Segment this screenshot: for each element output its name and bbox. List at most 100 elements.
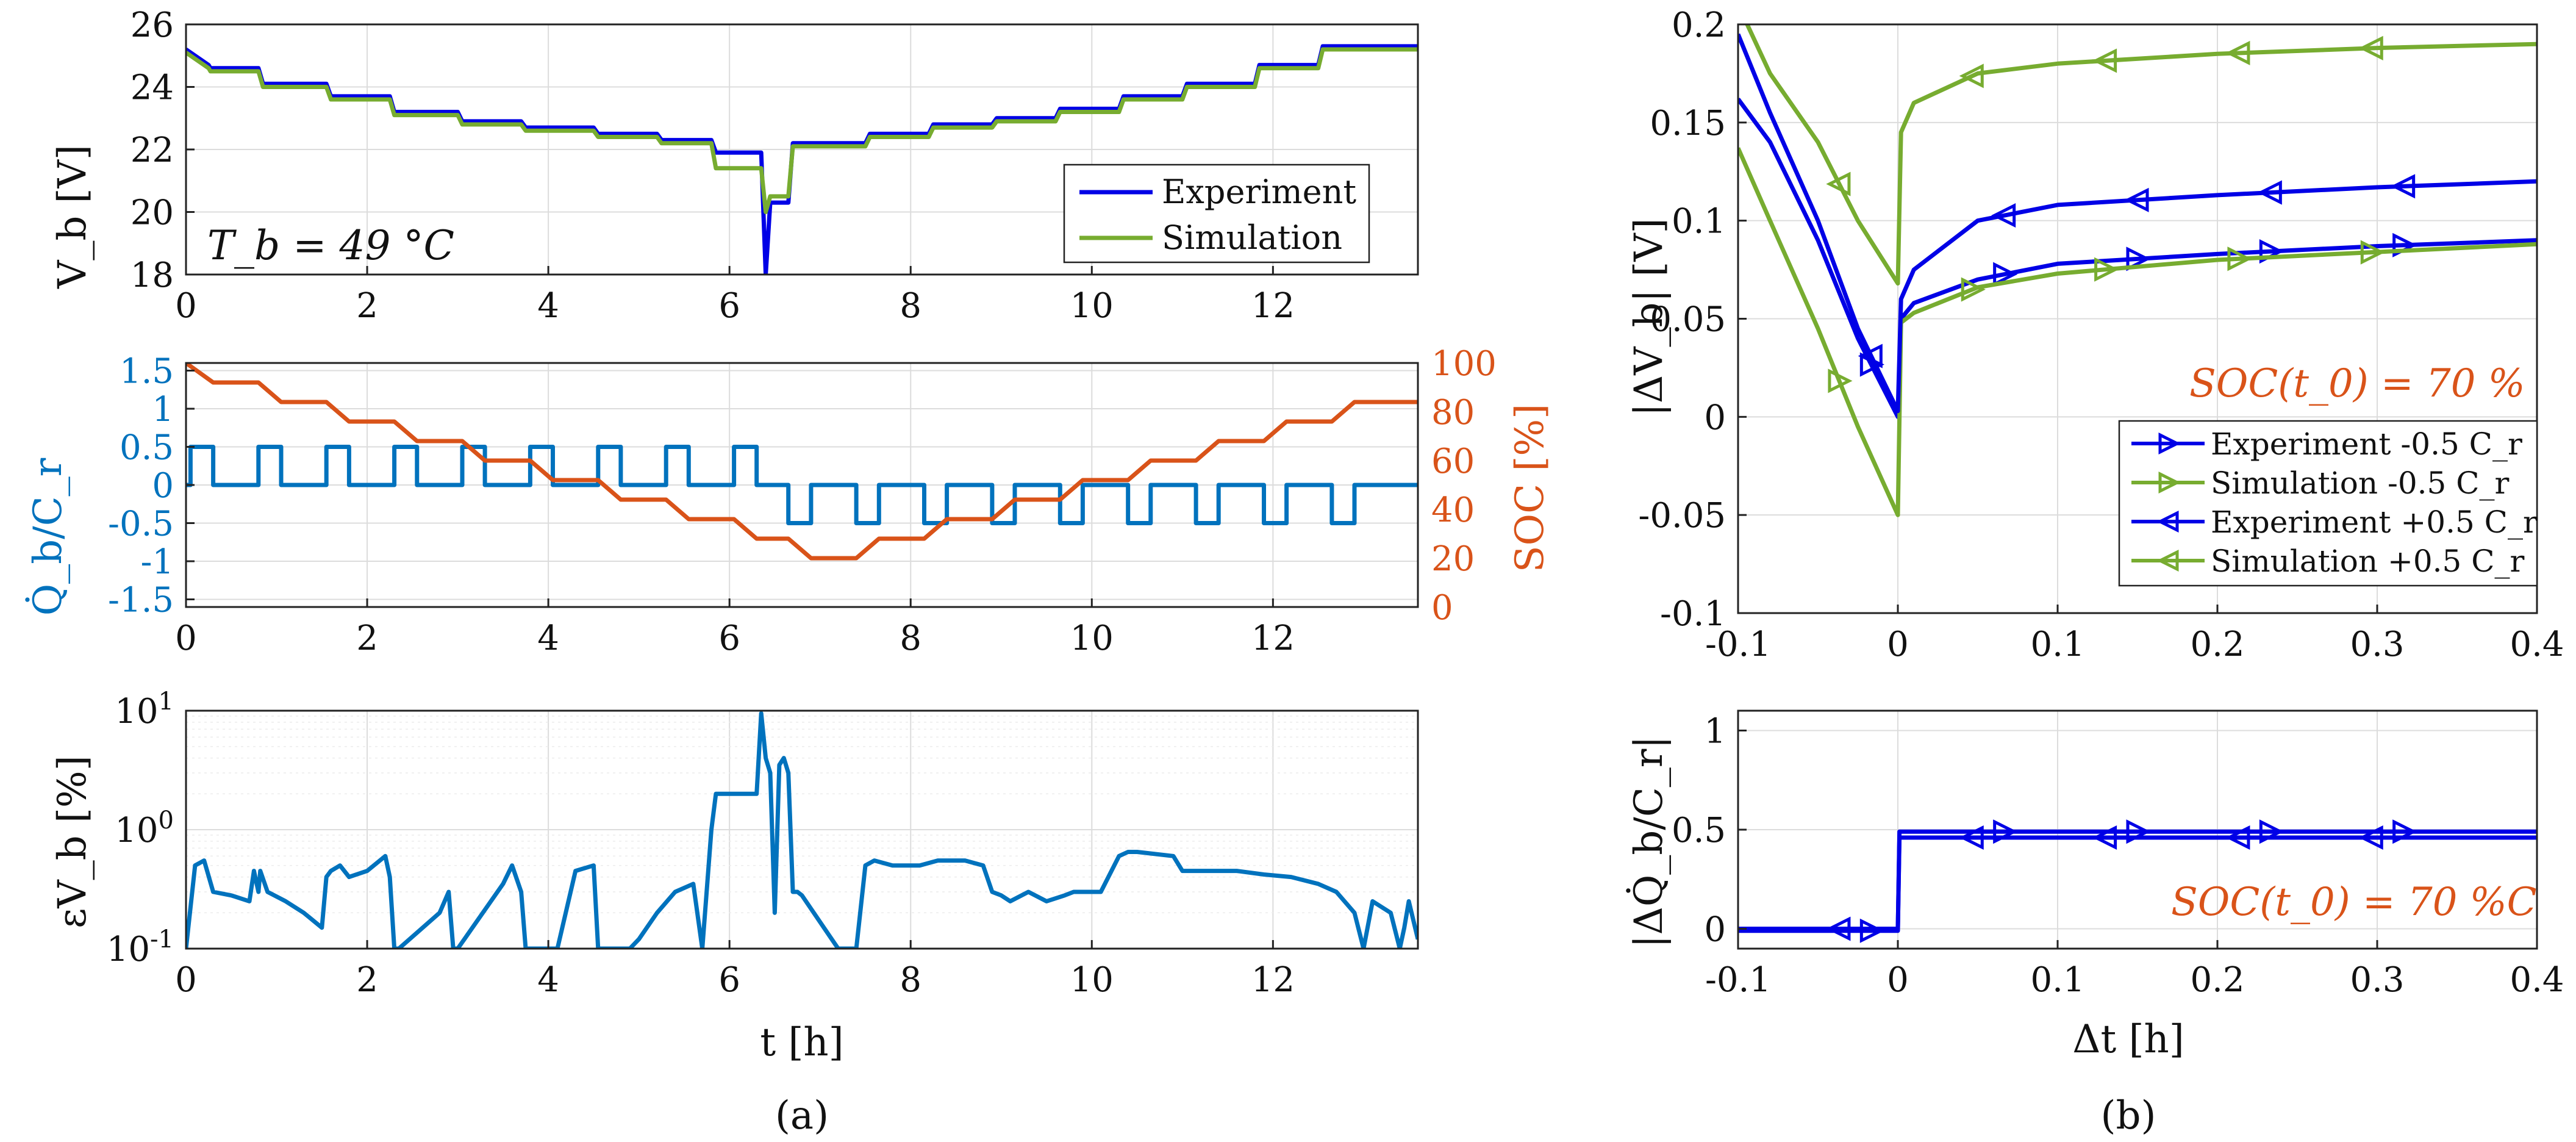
- a3-xtick-label: 6: [718, 960, 740, 1000]
- b2-xlabel: Δt [h]: [2072, 1017, 2184, 1062]
- b2-marker: [2225, 825, 2250, 850]
- b2-annotation: SOC(t_0) = 70 %C: [2171, 880, 2537, 925]
- a2-ytick-label: -0.5: [108, 505, 174, 544]
- b1-series-experiment-0-5-c-r: [1738, 98, 2537, 419]
- b1-marker: [1858, 343, 1883, 368]
- b1-marker: [2126, 246, 2151, 271]
- a1-xtick-label: 4: [537, 286, 559, 326]
- a2-y2tick-label: 20: [1431, 539, 1475, 579]
- b1-legend-exp-neg: Experiment -0.5 C_r: [2211, 426, 2522, 462]
- a2-xtick-label: 4: [537, 619, 559, 658]
- b1-marker: [1826, 171, 1851, 196]
- b2-xtick-label: 0: [1887, 960, 1909, 1000]
- a3-axes: 0 2 4 6 8 10 12 10-1 100 101: [107, 688, 1419, 1000]
- a1-xtick-label: 10: [1070, 286, 1114, 326]
- a2-xtick-label: 12: [1251, 619, 1295, 658]
- b1-marker: [2092, 48, 2117, 73]
- b1-legend-sim-pos: Simulation +0.5 C_r: [2211, 544, 2525, 579]
- a2-xtick-label: 6: [718, 619, 740, 658]
- a1-series-simulation: [186, 47, 1418, 214]
- a1-xtick-label: 8: [900, 286, 921, 326]
- a3-xtick-label: 12: [1251, 960, 1295, 1000]
- a1-xtick-label: 12: [1251, 286, 1295, 326]
- a1-legend-box: [1063, 163, 1370, 264]
- a1-xtick-label: 0: [175, 286, 197, 326]
- b1-marker: [1993, 262, 2018, 287]
- b1-legend-box: [2118, 420, 2538, 587]
- a2-xtick-label: 8: [900, 619, 921, 658]
- b1-xtick-label: 0: [1887, 625, 1909, 664]
- a2-y2tick-label: 0: [1431, 588, 1453, 628]
- a1-xtick-label: 6: [718, 286, 740, 326]
- a2-ytick-label: -1.5: [108, 581, 174, 620]
- a2-xtick-label: 2: [356, 619, 378, 658]
- b2-xtick-label: 0.2: [2190, 960, 2244, 1000]
- a1-xtick-label: 2: [356, 286, 378, 326]
- b2-xtick-label: 0.3: [2350, 960, 2404, 1000]
- b1-legend-sim-pos-marker: [2156, 549, 2179, 572]
- b1-marker: [2391, 174, 2416, 199]
- b2-marker: [1826, 916, 1851, 941]
- b1-legend: Experiment -0.5 C_r Simulation -0.5 C_r …: [2118, 420, 2538, 587]
- b2-ytick-label: 0.5: [1672, 811, 1726, 850]
- b1-xtick-label: 0.4: [2510, 625, 2564, 664]
- b1-ytick-label: 0.2: [1672, 5, 1726, 45]
- b1-ylabel: |ΔV_b| [V]: [1626, 218, 1672, 416]
- b1-legend-exp-pos-marker: [2156, 510, 2179, 533]
- b1-ytick-label: 0.1: [1672, 202, 1726, 242]
- b1-xtick-label: 0.3: [2350, 625, 2404, 664]
- a3-xtick-label: 10: [1070, 960, 1114, 1000]
- a3-ytick-label: 100: [115, 806, 174, 850]
- b1-xtick-label: -0.1: [1705, 625, 1771, 664]
- a2-ytick-label: -1: [140, 542, 174, 582]
- a3-series-error: [186, 711, 1418, 949]
- b1-ytick-label: 0: [1704, 398, 1726, 437]
- b2-series-experiment-0-5-c-r: [1738, 835, 2537, 931]
- b1-marker: [2360, 240, 2385, 265]
- b1-legend-sim-neg-marker: [2158, 471, 2181, 494]
- b2-ytick-label: 0: [1704, 910, 1726, 950]
- a1-ytick-label: 22: [131, 131, 174, 170]
- a2-xtick-label: 0: [175, 619, 197, 658]
- b2-marker: [2092, 825, 2117, 850]
- b2-xtick-label: 0.4: [2510, 960, 2564, 1000]
- b1-marker: [1828, 368, 1853, 393]
- panel-label-b: (b): [2101, 1093, 2156, 1138]
- b1-marker: [2227, 246, 2252, 271]
- b1-ytick-label: 0.05: [1650, 300, 1726, 340]
- a1-legend-simulation: Simulation: [1162, 218, 1342, 257]
- b1-annotation: SOC(t_0) = 70 %: [2189, 361, 2525, 406]
- b2-ylabel: |ΔQ̇_b/C_r|: [1625, 736, 1672, 948]
- b2-ytick-label: 1: [1704, 712, 1726, 752]
- b1-marker: [2225, 40, 2250, 66]
- b2-xtick-label: 0.1: [2030, 960, 2084, 1000]
- b1-series-simulation-0-5-c-r: [1738, 147, 2537, 517]
- a2-ytick-label: 0.5: [120, 428, 174, 468]
- b1-legend-exp-neg-marker: [2158, 432, 2181, 455]
- a3-xtick-label: 0: [175, 960, 197, 1000]
- b1-marker: [1991, 203, 2016, 228]
- a1-ytick-label: 26: [131, 5, 174, 45]
- b1-marker: [2358, 35, 2383, 60]
- a3-xlabel: t [h]: [760, 1020, 843, 1065]
- b1-marker: [2094, 257, 2119, 282]
- a2-ytick-label: 0: [152, 466, 174, 506]
- a2-ytick-label: 1.5: [120, 352, 174, 392]
- b1-xtick-label: 0.1: [2030, 625, 2084, 664]
- a1-legend-experiment: Experiment: [1162, 173, 1356, 211]
- a2-y2tick-label: 80: [1431, 393, 1475, 433]
- b2-marker: [2358, 825, 2383, 850]
- a2-y2tick-label: 60: [1431, 442, 1475, 481]
- a1-legend: Experiment Simulation: [1063, 163, 1370, 264]
- a2-xtick-label: 10: [1070, 619, 1114, 658]
- a1-ytick-label: 20: [131, 193, 174, 233]
- b1-marker: [1961, 277, 1986, 302]
- b1-marker: [1959, 63, 1984, 88]
- a2-series-soc: [186, 363, 1418, 561]
- a3-xtick-label: 2: [356, 960, 378, 1000]
- a2-ylabel: Q̇_b/C_r: [24, 458, 71, 616]
- a1-ytick-label: 18: [131, 256, 174, 295]
- a3-xtick-label: 8: [900, 960, 921, 1000]
